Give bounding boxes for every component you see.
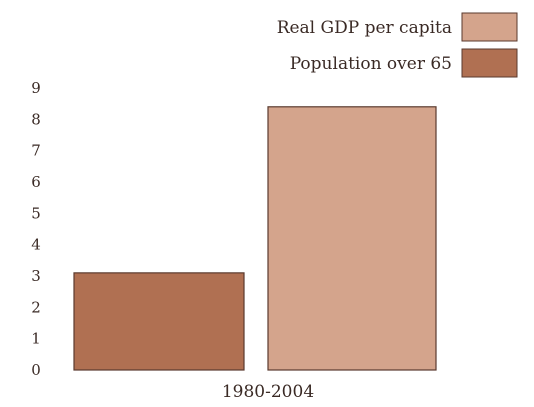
y-axis: 0 1 2 3 4 5 6 7 8 9 xyxy=(31,79,41,379)
y-tick-label: 6 xyxy=(31,173,41,191)
x-category-label: 1980-2004 xyxy=(222,382,314,402)
y-tick-label: 1 xyxy=(31,330,41,348)
x-axis: 1980-2004 xyxy=(222,382,314,402)
legend-swatch xyxy=(461,12,518,42)
y-tick-label: 0 xyxy=(31,361,41,379)
y-tick-label: 7 xyxy=(31,142,41,160)
y-tick-label: 2 xyxy=(31,298,41,316)
bars xyxy=(73,106,437,371)
y-tick-label: 8 xyxy=(31,110,41,128)
legend: Real GDP per capita Population over 65 xyxy=(277,12,518,78)
y-tick-label: 5 xyxy=(31,204,41,222)
y-tick-label: 4 xyxy=(31,236,41,254)
legend-swatch xyxy=(461,48,518,78)
bar-real-gdp-per-capita xyxy=(267,106,437,371)
bar-population-over-65 xyxy=(73,272,245,371)
legend-label: Population over 65 xyxy=(290,54,452,74)
legend-label: Real GDP per capita xyxy=(277,18,452,38)
y-tick-label: 3 xyxy=(31,267,41,285)
y-tick-label: 9 xyxy=(31,79,41,97)
